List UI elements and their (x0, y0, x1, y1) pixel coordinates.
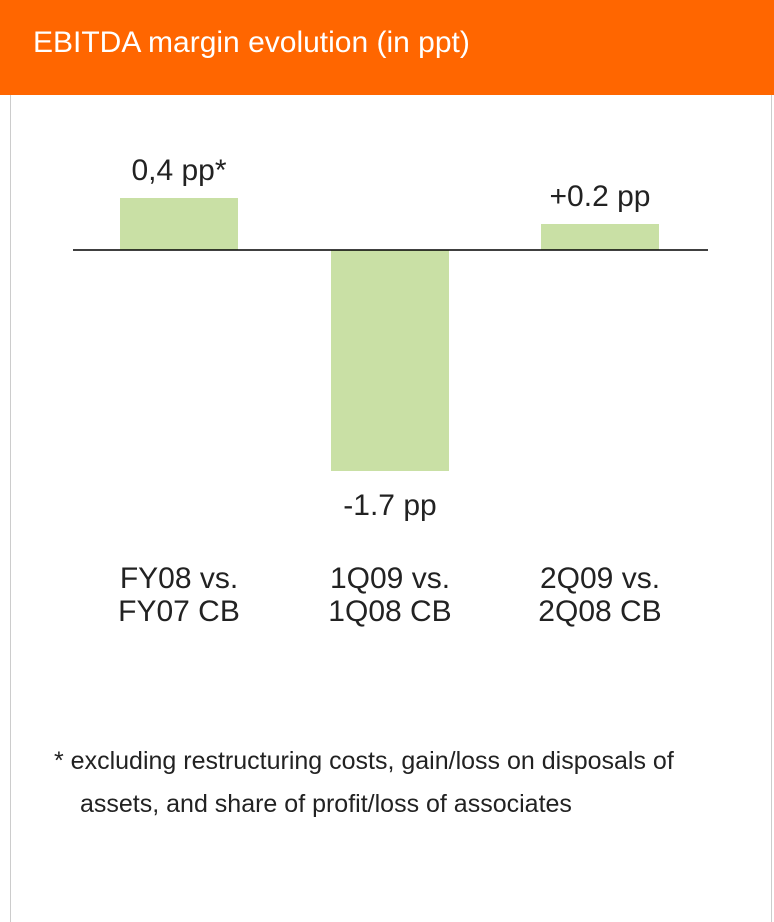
bar (541, 224, 659, 250)
category-label: FY08 vs. FY07 CB (118, 562, 240, 628)
chart-title: EBITDA margin evolution (in ppt) (33, 26, 470, 59)
value-label: 0,4 pp* (131, 154, 226, 187)
value-label: +0.2 pp (550, 180, 651, 213)
category-label: 1Q09 vs. 1Q08 CB (328, 562, 452, 628)
value-label: -1.7 pp (343, 489, 436, 522)
footnote: * excluding restructuring costs, gain/lo… (54, 747, 674, 818)
header: EBITDA margin evolution (in ppt) (0, 0, 774, 95)
category-label: 2Q09 vs. 2Q08 CB (538, 562, 662, 628)
bar (120, 198, 238, 250)
frame (10, 0, 772, 922)
bar (331, 250, 449, 471)
